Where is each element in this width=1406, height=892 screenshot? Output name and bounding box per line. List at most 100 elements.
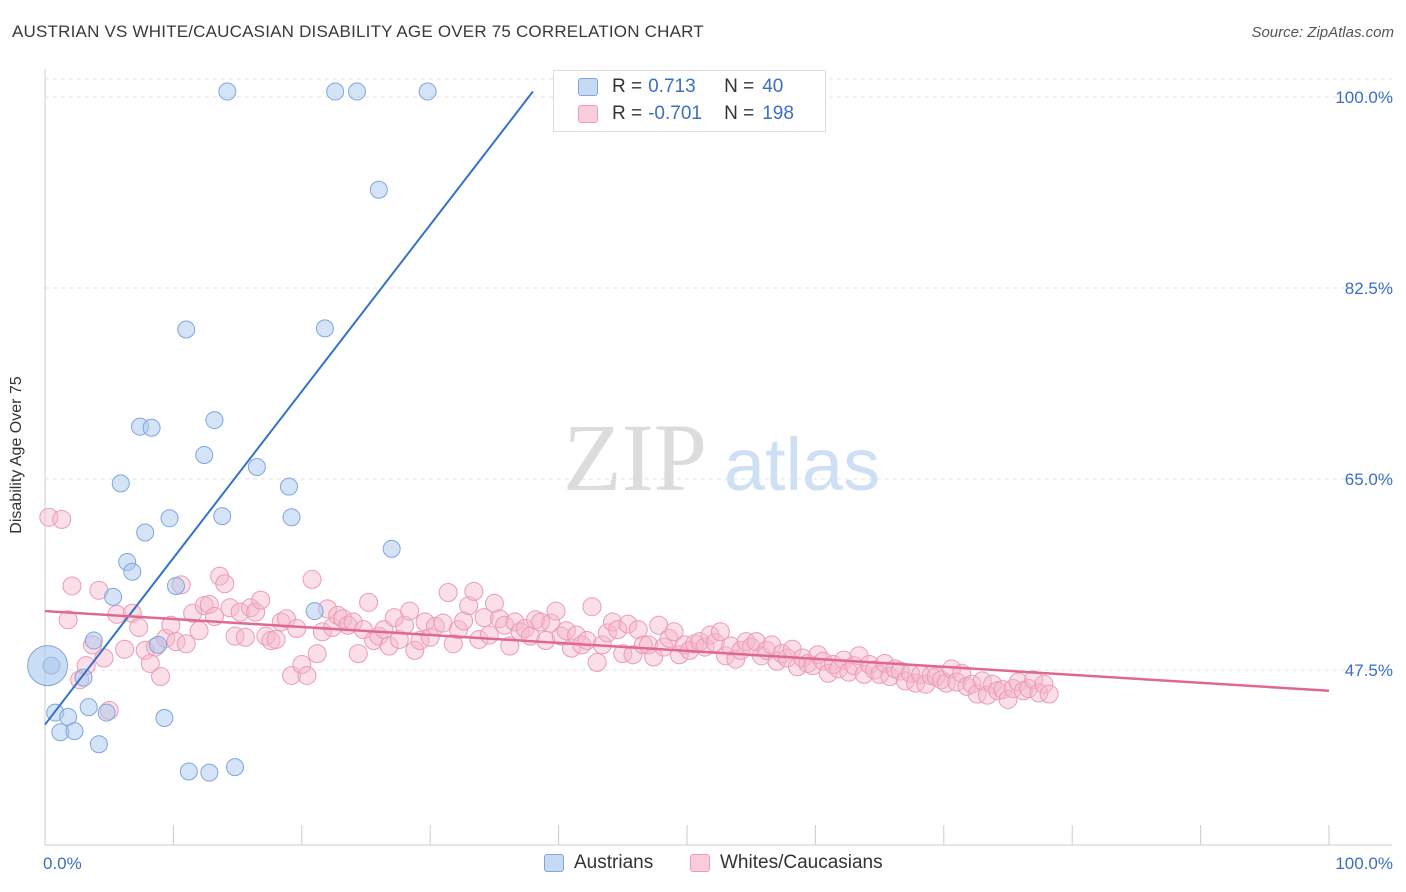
data-point-whites [983, 674, 1003, 694]
data-point-whites [531, 612, 551, 632]
data-point-whites [220, 598, 240, 618]
data-point-whites [916, 674, 936, 694]
data-point-austrians [179, 762, 198, 781]
data-point-whites [628, 620, 648, 640]
correlation-legend: R = 0.713 N = 40 R = -0.701 N = 198 [553, 70, 826, 132]
data-point-whites [115, 639, 135, 659]
source-label: Source: ZipAtlas.com [1251, 24, 1394, 41]
data-point-whites [618, 614, 638, 634]
data-point-whites [94, 648, 114, 668]
legend-swatch-austrians [544, 854, 564, 872]
data-point-whites [405, 640, 425, 660]
data-point-austrians [74, 668, 93, 687]
data-point-whites [839, 662, 859, 682]
data-point-austrians [218, 82, 237, 101]
data-point-whites [597, 623, 617, 643]
data-point-austrians [148, 635, 167, 654]
legend-label-whites: Whites/Caucasians [720, 852, 883, 873]
data-point-whites [541, 613, 561, 633]
data-point-austrians [65, 722, 84, 741]
data-point-austrians [166, 576, 185, 595]
data-point-whites [813, 651, 833, 671]
data-point-whites [947, 672, 967, 692]
data-point-austrians [177, 320, 196, 339]
data-point-whites [977, 685, 997, 705]
data-point-austrians [200, 763, 219, 782]
data-point-whites [389, 629, 409, 649]
data-point-austrians [382, 539, 401, 558]
data-point-whites [1008, 672, 1028, 692]
data-point-whites [803, 656, 823, 676]
data-point-whites [151, 667, 171, 687]
data-point-whites [972, 671, 992, 691]
data-point-austrians [136, 523, 155, 542]
data-point-austrians [247, 457, 266, 476]
data-point-whites [654, 637, 674, 657]
austrians-points [27, 82, 581, 782]
data-point-whites [859, 655, 879, 675]
legend-item-whites[interactable]: Whites/Caucasians [690, 852, 883, 874]
legend-label-austrians: Austrians [574, 852, 654, 873]
y-axis-label: Disability Age Over 75 [8, 376, 25, 534]
data-point-whites [215, 574, 235, 594]
data-point-austrians [305, 602, 324, 621]
data-point-austrians-large [27, 645, 69, 687]
data-point-whites [993, 680, 1013, 700]
data-point-whites [230, 602, 250, 622]
data-point-austrians [326, 82, 345, 101]
legend-item-austrians[interactable]: Austrians [544, 852, 653, 874]
legend-r-value: -0.701 [648, 103, 702, 124]
y-tick-label: 82.5% [1345, 279, 1393, 298]
data-point-whites [582, 597, 602, 617]
data-point-whites [613, 644, 633, 664]
data-point-austrians [104, 587, 123, 606]
whites-points [39, 507, 1059, 720]
data-point-whites [464, 581, 484, 601]
data-point-whites [410, 631, 430, 651]
data-point-austrians [195, 445, 214, 464]
data-point-whites [307, 644, 327, 664]
data-point-whites [400, 601, 420, 621]
data-point-austrians [418, 82, 437, 101]
grid-lines [45, 78, 1392, 671]
legend-r-label: R = [612, 103, 643, 124]
data-point-whites [292, 655, 312, 675]
data-point-austrians [205, 411, 224, 430]
data-point-whites [998, 689, 1018, 709]
data-point-whites [906, 673, 926, 693]
data-point-whites [379, 636, 399, 656]
data-point-whites [183, 603, 203, 623]
data-point-austrians [111, 474, 130, 493]
data-point-whites [246, 602, 266, 622]
data-point-austrians [213, 507, 232, 526]
data-point-whites [199, 595, 219, 615]
data-point-whites [58, 610, 78, 630]
data-point-whites [623, 645, 643, 665]
data-point-whites [936, 673, 956, 693]
data-point-whites [129, 617, 149, 637]
data-point-whites [189, 621, 209, 641]
trend-line-whites [44, 609, 1330, 692]
data-point-austrians [279, 477, 298, 496]
watermark-atlas: atlas [724, 423, 880, 506]
legend-row-austrians: R = 0.713 N = 40 [578, 74, 783, 100]
series-legend: Austrians Whites/Caucasians [0, 852, 1406, 876]
data-point-austrians [315, 319, 334, 338]
data-point-whites [297, 665, 317, 685]
legend-swatch-whites [578, 105, 598, 123]
data-point-whites [287, 619, 307, 639]
data-point-whites [1034, 674, 1054, 694]
data-point-whites [251, 590, 271, 610]
data-point-whites [52, 509, 72, 529]
data-point-whites [1039, 684, 1059, 704]
data-point-whites [333, 609, 353, 629]
data-point-whites [448, 620, 468, 640]
data-point-whites [608, 620, 628, 640]
legend-swatch-whites [690, 854, 710, 872]
y-tick-label: 47.5% [1345, 661, 1393, 680]
data-point-whites [235, 627, 255, 647]
data-point-whites [359, 592, 379, 612]
legend-n-value: 40 [762, 76, 784, 97]
data-point-austrians [282, 508, 301, 527]
